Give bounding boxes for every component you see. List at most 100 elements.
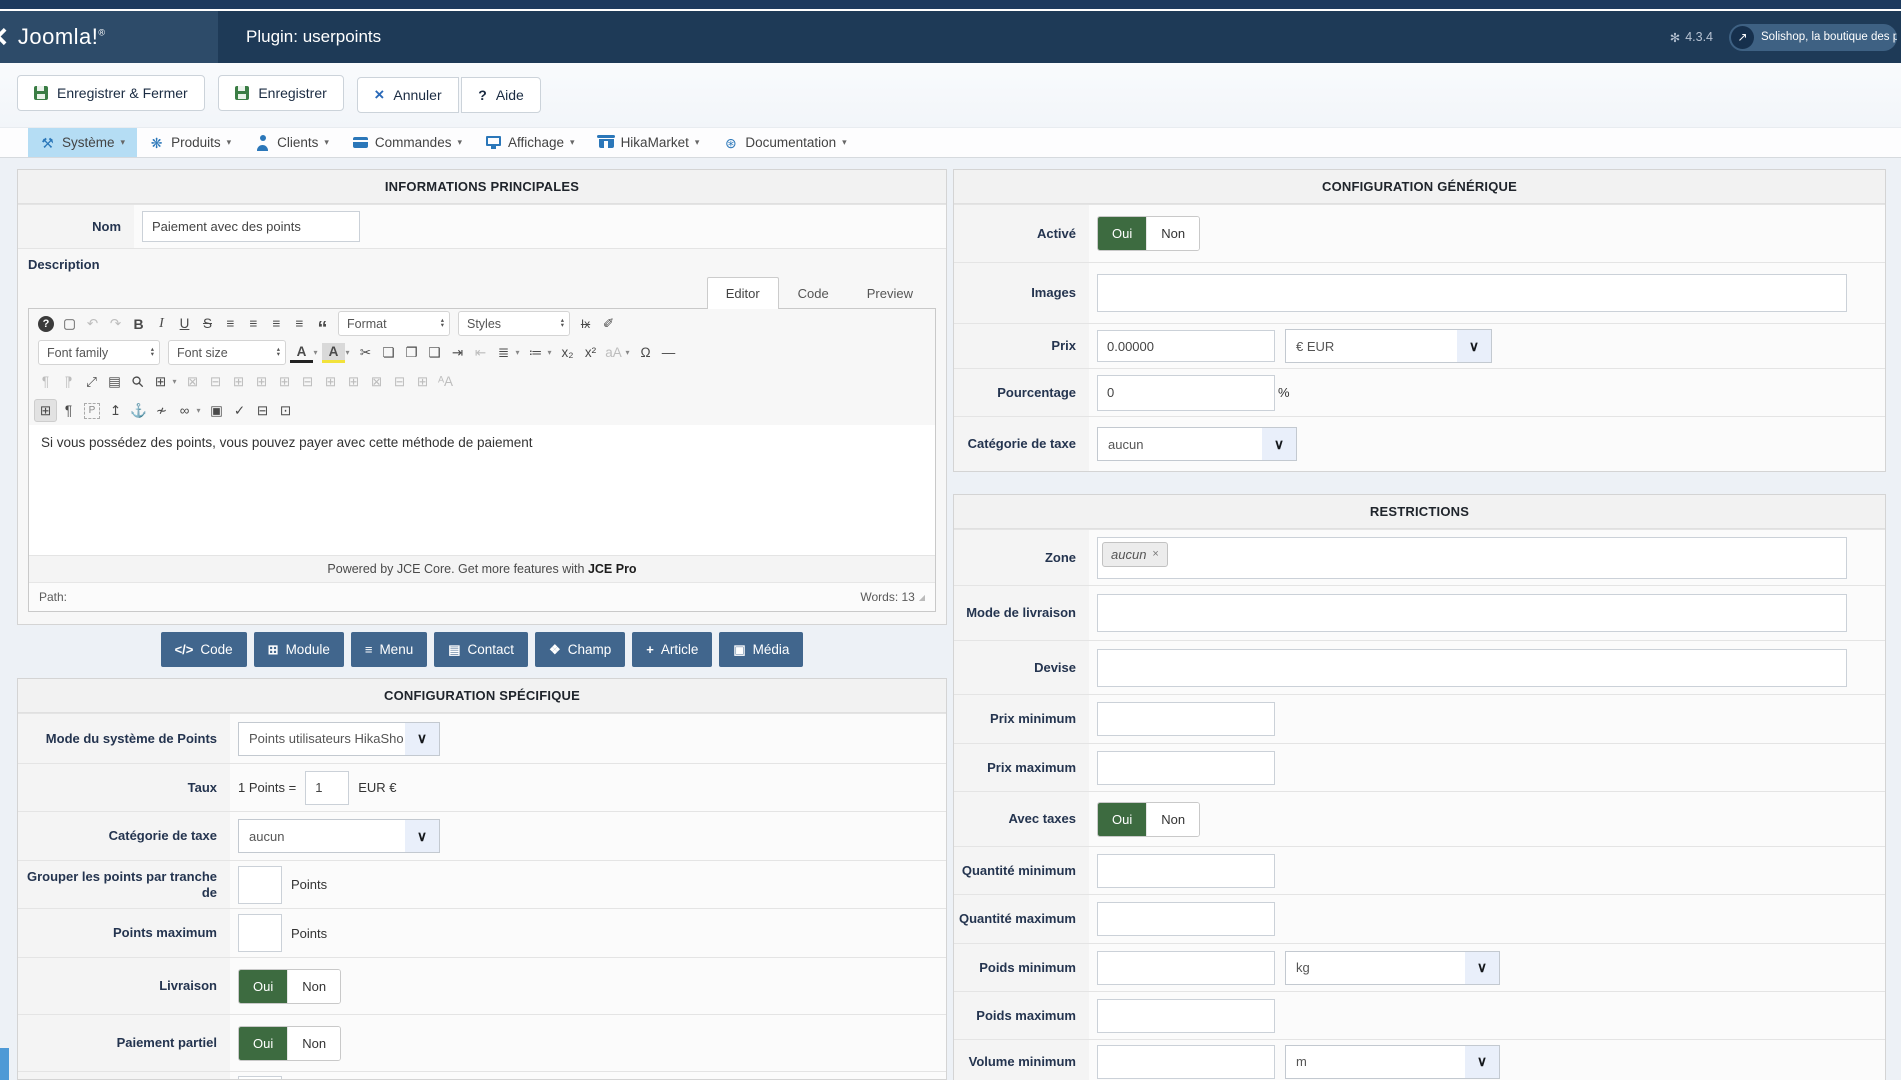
text-color-icon[interactable]: A bbox=[290, 343, 313, 363]
delete-table-icon[interactable]: ⊠ bbox=[186, 373, 199, 389]
clipped-input[interactable] bbox=[238, 1076, 282, 1079]
upload-icon[interactable]: ↥ bbox=[109, 402, 122, 418]
tab-preview[interactable]: Preview bbox=[866, 286, 913, 301]
paragraph-ltr-icon[interactable]: ¶ bbox=[41, 374, 50, 389]
fullscreen-icon[interactable]: ⤢ bbox=[86, 373, 97, 389]
caret-down-icon[interactable]: ▾ bbox=[625, 348, 630, 357]
caret-down-icon[interactable]: ▾ bbox=[547, 348, 552, 357]
menu-item-systeme[interactable]: ⚒ Système ▾ bbox=[28, 128, 138, 157]
show-blocks-icon[interactable]: ¶ bbox=[64, 403, 73, 418]
anchor-icon[interactable]: ⚓ bbox=[130, 402, 147, 418]
cut-icon[interactable]: ✂ bbox=[359, 344, 372, 360]
caret-down-icon[interactable]: ▾ bbox=[196, 406, 201, 415]
bullet-list-icon[interactable]: ≔ bbox=[528, 344, 543, 360]
group-points-input[interactable] bbox=[238, 865, 282, 904]
resize-handle-icon[interactable]: ◢ bbox=[918, 592, 925, 602]
align-left-icon[interactable]: ≡ bbox=[272, 316, 281, 331]
menu-item-commandes[interactable]: Commandes ▾ bbox=[341, 128, 474, 157]
menu-item-hikamarket[interactable]: HikaMarket ▾ bbox=[587, 128, 712, 157]
insert-module-button[interactable]: ⊞ Module bbox=[253, 632, 344, 667]
volume-min-input[interactable] bbox=[1097, 1044, 1275, 1079]
cleanup-icon[interactable]: ✐ bbox=[602, 315, 615, 331]
qty-min-input[interactable] bbox=[1097, 853, 1275, 888]
yes-option[interactable]: Oui bbox=[239, 1026, 288, 1060]
paste-text-icon[interactable]: ❑ bbox=[428, 344, 441, 360]
points-mode-select[interactable]: Points utilisateurs HikaSho ∨ bbox=[238, 721, 440, 756]
shipping-input[interactable] bbox=[1097, 594, 1847, 632]
pagebreak-icon[interactable]: ⊟ bbox=[256, 402, 269, 418]
points-max-input[interactable] bbox=[238, 914, 282, 952]
weight-unit-select[interactable]: kg ∨ bbox=[1285, 950, 1500, 985]
cancel-button[interactable]: × Annuler bbox=[357, 76, 459, 113]
split-cells-icon[interactable]: ⊟ bbox=[393, 373, 406, 389]
paragraph-rtl-icon[interactable]: ¶ bbox=[64, 374, 73, 389]
devise-input[interactable] bbox=[1097, 648, 1847, 687]
images-input[interactable] bbox=[1097, 274, 1847, 312]
pourcentage-input[interactable] bbox=[1097, 374, 1275, 411]
insert-column-right-icon[interactable]: ⊞ bbox=[347, 373, 360, 389]
menu-item-affichage[interactable]: Affichage ▾ bbox=[474, 128, 587, 157]
clear-formatting-icon[interactable]: Ix bbox=[580, 316, 591, 331]
editor-content[interactable]: Si vous possédez des points, vous pouvez… bbox=[29, 425, 935, 555]
undo-icon[interactable]: ↶ bbox=[86, 315, 99, 331]
tax-category-select[interactable]: aucun ∨ bbox=[238, 819, 440, 853]
delete-row-icon[interactable]: ⊟ bbox=[301, 373, 314, 389]
bold-icon[interactable]: B bbox=[133, 315, 144, 332]
insert-menu-button[interactable]: ≡ Menu bbox=[350, 632, 428, 667]
insert-code-button[interactable]: </> Code bbox=[160, 632, 247, 667]
highlight-color-icon[interactable]: A bbox=[322, 342, 345, 363]
paste-icon[interactable]: ❐ bbox=[405, 344, 418, 360]
font-attributes-icon[interactable]: ᴬA bbox=[437, 374, 454, 389]
menu-item-clients[interactable]: Clients ▾ bbox=[243, 128, 341, 157]
case-change-icon[interactable]: aA bbox=[605, 345, 622, 360]
insert-article-button[interactable]: + Article bbox=[632, 632, 713, 667]
no-option[interactable]: Non bbox=[1146, 802, 1200, 836]
print-icon[interactable]: ▤ bbox=[108, 373, 121, 389]
nom-input[interactable] bbox=[142, 211, 360, 242]
table-cell-properties-icon[interactable]: ⊞ bbox=[232, 373, 245, 389]
ordered-list-icon[interactable]: ≣ bbox=[497, 344, 510, 360]
container-icon[interactable]: ⊡ bbox=[279, 402, 292, 418]
save-button[interactable]: Enregistrer bbox=[218, 75, 344, 111]
outdent-icon[interactable]: ⇤ bbox=[474, 344, 487, 360]
image-icon[interactable]: ▣ bbox=[210, 402, 223, 418]
merge-cells-icon[interactable]: ⊞ bbox=[416, 373, 429, 389]
copy-icon[interactable]: ❏ bbox=[382, 344, 395, 360]
new-document-icon[interactable]: ▢ bbox=[63, 315, 76, 331]
help-button[interactable]: ? Aide bbox=[461, 77, 541, 113]
prix-min-input[interactable] bbox=[1097, 702, 1275, 736]
format-select[interactable]: Format ▴ ▾ bbox=[338, 311, 450, 336]
insert-field-button[interactable]: ❖ Champ bbox=[535, 632, 626, 667]
poids-max-input[interactable] bbox=[1097, 998, 1275, 1033]
align-center-icon[interactable]: ≡ bbox=[249, 316, 258, 331]
align-justify-icon[interactable]: ≡ bbox=[226, 316, 235, 331]
font-size-select[interactable]: Font size ▴ ▾ bbox=[168, 340, 286, 365]
underline-icon[interactable]: U bbox=[179, 316, 190, 331]
caret-down-icon[interactable]: ▾ bbox=[515, 348, 520, 357]
caret-down-icon[interactable]: ▾ bbox=[313, 348, 318, 357]
visual-characters-icon[interactable]: P bbox=[84, 402, 100, 419]
no-option[interactable]: Non bbox=[1146, 217, 1200, 250]
no-option[interactable]: Non bbox=[287, 969, 341, 1003]
prix-input[interactable] bbox=[1097, 330, 1275, 362]
indent-icon[interactable]: ⇥ bbox=[451, 344, 464, 360]
qty-max-input[interactable] bbox=[1097, 902, 1275, 936]
yes-option[interactable]: Oui bbox=[1098, 802, 1147, 836]
insert-contact-button[interactable]: ▤ Contact bbox=[434, 632, 529, 667]
currency-select[interactable]: € EUR ∨ bbox=[1285, 329, 1492, 363]
caret-down-icon[interactable]: ▾ bbox=[172, 377, 177, 386]
zone-input[interactable]: aucun × bbox=[1097, 536, 1847, 579]
help-icon[interactable]: ? bbox=[38, 315, 54, 332]
save-close-button[interactable]: Enregistrer & Fermer bbox=[17, 75, 205, 111]
insert-row-below-icon[interactable]: ⊞ bbox=[278, 373, 291, 389]
subscript-icon[interactable]: x₂ bbox=[561, 345, 574, 360]
align-right-icon[interactable]: ≡ bbox=[295, 316, 304, 331]
strikethrough-icon[interactable]: S bbox=[202, 316, 212, 331]
link-icon[interactable]: ∞ bbox=[179, 403, 190, 418]
tab-code[interactable]: Code bbox=[797, 286, 829, 301]
styles-select[interactable]: Styles ▴ ▾ bbox=[458, 311, 570, 336]
jce-pro-link[interactable]: JCE Pro bbox=[587, 562, 637, 576]
spellcheck-icon[interactable]: ✓ bbox=[233, 402, 246, 418]
insert-row-above-icon[interactable]: ⊞ bbox=[255, 373, 268, 389]
blockquote-icon[interactable]: “ bbox=[317, 317, 328, 340]
